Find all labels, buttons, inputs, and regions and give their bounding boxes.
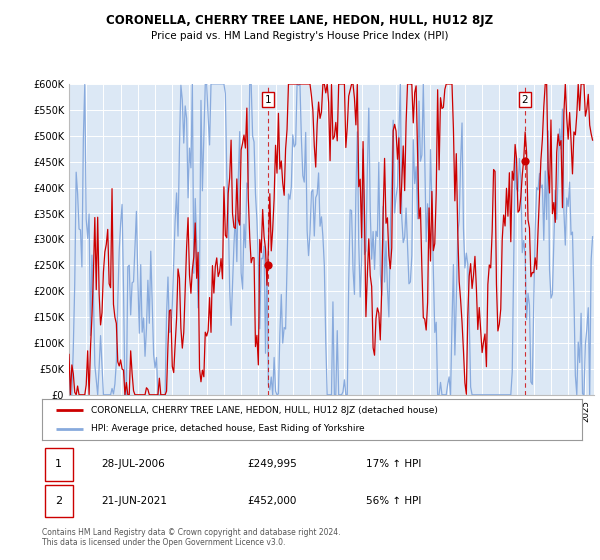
FancyBboxPatch shape bbox=[45, 448, 73, 480]
Text: 17% ↑ HPI: 17% ↑ HPI bbox=[366, 459, 421, 469]
Text: Price paid vs. HM Land Registry's House Price Index (HPI): Price paid vs. HM Land Registry's House … bbox=[151, 31, 449, 41]
Point bbox=[520, 156, 529, 165]
Text: Contains HM Land Registry data © Crown copyright and database right 2024.
This d: Contains HM Land Registry data © Crown c… bbox=[42, 528, 341, 547]
Text: 56% ↑ HPI: 56% ↑ HPI bbox=[366, 496, 421, 506]
Text: 1: 1 bbox=[265, 95, 271, 105]
Text: CORONELLA, CHERRY TREE LANE, HEDON, HULL, HU12 8JZ (detached house): CORONELLA, CHERRY TREE LANE, HEDON, HULL… bbox=[91, 405, 437, 414]
Text: £249,995: £249,995 bbox=[247, 459, 297, 469]
Text: 28-JUL-2006: 28-JUL-2006 bbox=[101, 459, 165, 469]
Text: 1: 1 bbox=[55, 459, 62, 469]
Text: £452,000: £452,000 bbox=[247, 496, 296, 506]
FancyBboxPatch shape bbox=[45, 485, 73, 517]
Text: 21-JUN-2021: 21-JUN-2021 bbox=[101, 496, 167, 506]
Text: CORONELLA, CHERRY TREE LANE, HEDON, HULL, HU12 8JZ: CORONELLA, CHERRY TREE LANE, HEDON, HULL… bbox=[106, 14, 494, 27]
Point bbox=[263, 261, 273, 270]
Text: 2: 2 bbox=[55, 496, 62, 506]
Text: 2: 2 bbox=[521, 95, 528, 105]
Text: HPI: Average price, detached house, East Riding of Yorkshire: HPI: Average price, detached house, East… bbox=[91, 424, 364, 433]
